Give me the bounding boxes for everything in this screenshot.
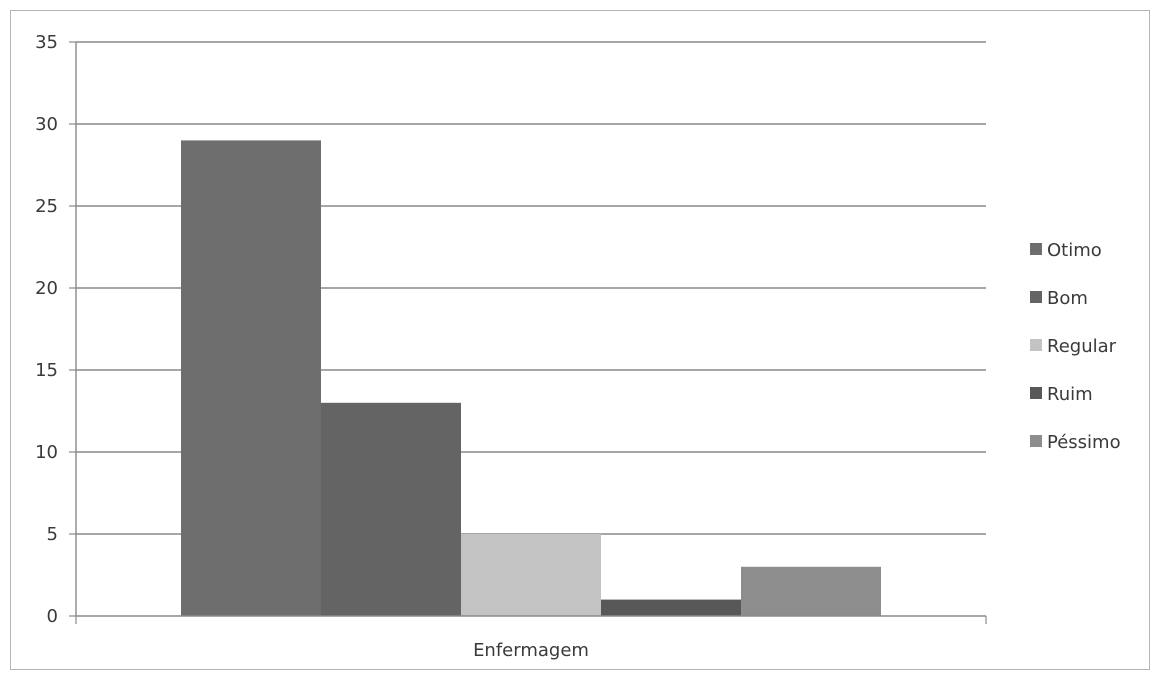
legend-swatch bbox=[1030, 291, 1042, 303]
legend-swatch bbox=[1030, 387, 1042, 399]
legend-label: Otimo bbox=[1047, 240, 1102, 261]
y-tick-label: 5 bbox=[47, 524, 58, 545]
bar-ruim bbox=[601, 599, 741, 616]
y-tick-label: 30 bbox=[35, 114, 58, 135]
legend-label: Regular bbox=[1047, 336, 1117, 357]
y-tick-label: 25 bbox=[35, 196, 58, 217]
x-category-label: Enfermagem bbox=[473, 640, 589, 661]
legend-swatch bbox=[1030, 243, 1042, 255]
legend-label: Ruim bbox=[1047, 384, 1093, 405]
axes: 0 5 10 15 20 25 30 35 Enfermagem bbox=[35, 32, 987, 661]
bar-otimo bbox=[181, 140, 321, 616]
legend: Otimo Bom Regular Ruim Péssimo bbox=[1030, 240, 1121, 453]
legend-label: Bom bbox=[1047, 288, 1088, 309]
y-tick-label: 15 bbox=[35, 360, 58, 381]
bar-bom bbox=[321, 402, 461, 616]
y-tick-label: 0 bbox=[47, 606, 58, 627]
legend-label: Péssimo bbox=[1047, 432, 1121, 453]
legend-swatch bbox=[1030, 435, 1042, 447]
bar-pessimo bbox=[741, 566, 881, 616]
y-tick-label: 10 bbox=[35, 442, 58, 463]
legend-swatch bbox=[1030, 339, 1042, 351]
bar-regular bbox=[461, 534, 601, 616]
bars bbox=[181, 140, 881, 616]
y-tick-label: 20 bbox=[35, 278, 58, 299]
y-tick-label: 35 bbox=[35, 32, 58, 53]
